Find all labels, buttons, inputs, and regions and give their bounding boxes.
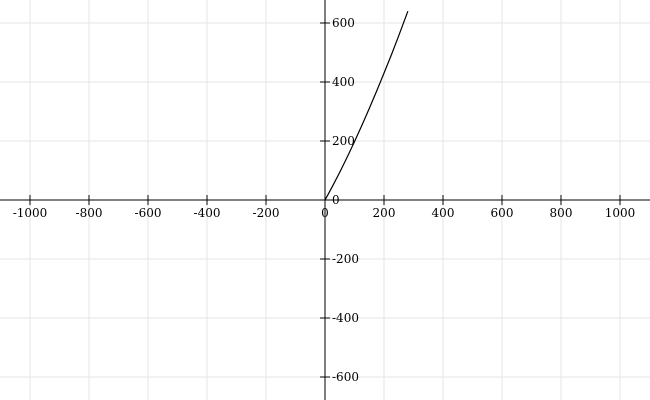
x-tick-label: 200 [373,206,396,220]
x-tick-label: -800 [76,206,103,220]
y-tick-label: 200 [332,134,355,148]
x-tick-label: 0 [321,206,329,220]
y-tick-label: -600 [332,370,359,384]
x-tick-label: 800 [550,206,573,220]
x-tick-label: 600 [491,206,514,220]
x-ticks: -1000 -800 -600 -400 -200 0 200 400 600 800 1000 [13,195,636,220]
series-line-0 [324,10,409,201]
x-tick-label: 400 [432,206,455,220]
y-tick-label: 0 [332,193,340,207]
x-tick-label: -400 [194,206,221,220]
y-tick-label: 400 [332,75,355,89]
y-ticks: -600 -400 -200 0 200 400 600 [320,16,359,384]
x-tick-label: -1000 [13,206,48,220]
y-tick-label: -400 [332,311,359,325]
series-group [324,10,409,201]
x-tick-label: -600 [135,206,162,220]
x-tick-label: -200 [253,206,280,220]
y-tick-label: 600 [332,16,355,30]
x-tick-label: 1000 [605,206,636,220]
y-tick-label: -200 [332,252,359,266]
